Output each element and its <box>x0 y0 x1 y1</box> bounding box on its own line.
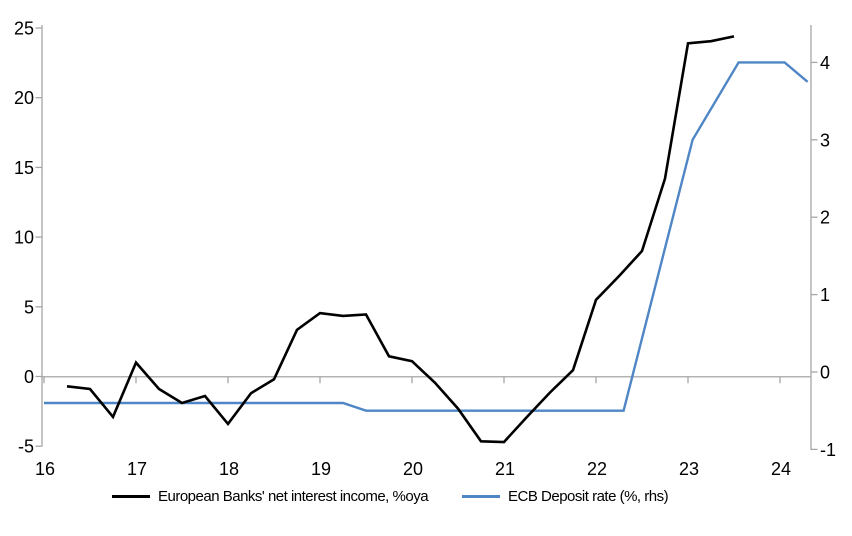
x-axis-tick-label: 18 <box>219 459 239 479</box>
legend-item-net-interest-income: European Banks' net interest income, %oy… <box>112 488 429 505</box>
left-y-axis-tick-label: 15 <box>14 158 34 178</box>
legend-label-net-interest-income: European Banks' net interest income, %oy… <box>158 488 429 505</box>
right-y-axis-tick-label: 3 <box>820 130 830 150</box>
left-y-axis-tick-label: 10 <box>14 228 34 248</box>
left-y-axis-tick-label: -5 <box>18 437 34 457</box>
x-axis-tick-label: 16 <box>35 459 55 479</box>
series-line-ecb-deposit-rate <box>44 61 809 412</box>
x-axis-tick-label: 24 <box>771 459 791 479</box>
chart-legend: European Banks' net interest income, %oy… <box>112 488 669 505</box>
right-y-axis-tick-label: -1 <box>820 440 836 460</box>
left-y-axis-tick-label: 25 <box>14 19 34 39</box>
legend-item-ecb-deposit-rate: ECB Deposit rate (%, rhs) <box>462 488 669 505</box>
legend-label-ecb-deposit-rate: ECB Deposit rate (%, rhs) <box>508 488 669 505</box>
x-axis-tick-label: 23 <box>679 459 699 479</box>
x-axis-tick-label: 20 <box>403 459 423 479</box>
series-line-net-interest-income <box>66 35 735 444</box>
right-y-axis-tick-label: 2 <box>820 208 830 228</box>
right-y-axis-tick-label: 4 <box>820 53 830 73</box>
right-y-axis-tick-label: 1 <box>820 285 830 305</box>
left-y-axis-tick-label: 0 <box>24 367 34 387</box>
left-y-axis-tick-label: 5 <box>24 297 34 317</box>
right-y-axis-tick-label: 0 <box>820 363 830 383</box>
x-axis-tick-label: 19 <box>311 459 331 479</box>
left-y-axis-tick-label: 20 <box>14 88 34 108</box>
x-axis-tick-label: 17 <box>127 459 147 479</box>
x-axis-tick-label: 21 <box>495 459 515 479</box>
legend-line-swatch-ecb-deposit-rate <box>462 495 501 498</box>
legend-line-swatch-net-interest-income <box>112 495 150 498</box>
x-axis-tick-label: 22 <box>587 459 607 479</box>
